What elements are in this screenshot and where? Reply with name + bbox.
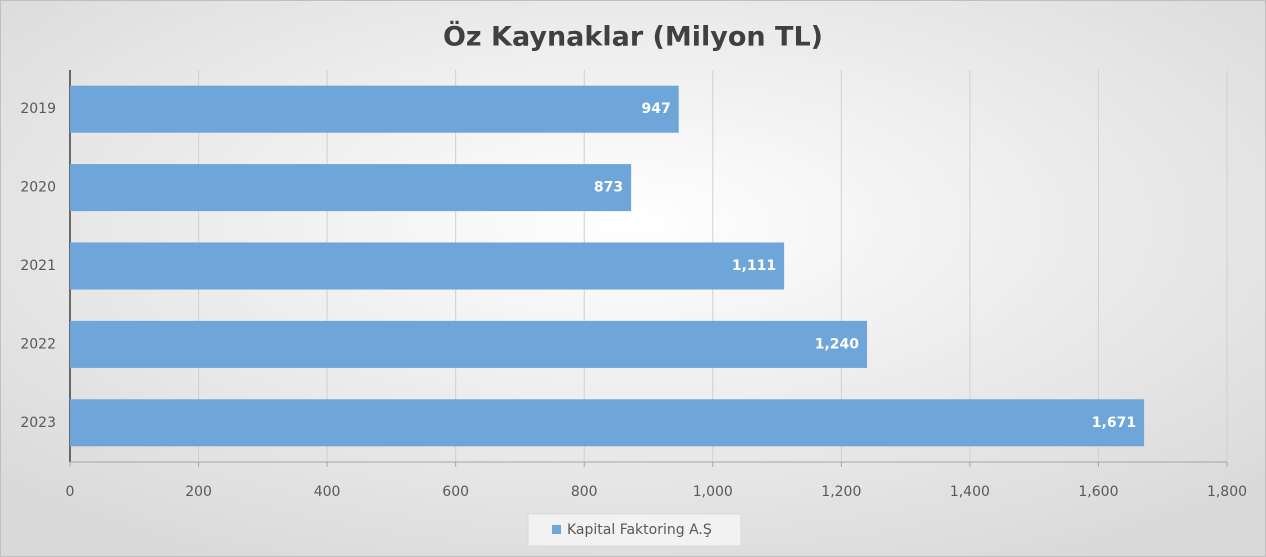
legend-box: [527, 513, 742, 547]
x-tick-label: 1,800: [1207, 484, 1247, 500]
data-label: 1,671: [1092, 415, 1136, 431]
x-tick-label: 1,000: [693, 484, 733, 500]
bar: [70, 320, 868, 368]
x-tick-label: 600: [442, 484, 469, 500]
y-tick-label: 2023: [20, 415, 56, 431]
bar: [70, 399, 1145, 447]
x-tick-label: 1,400: [950, 484, 990, 500]
x-tick-label: 800: [571, 484, 598, 500]
y-tick-label: 2019: [20, 101, 56, 117]
x-tick-label: 1,600: [1078, 484, 1118, 500]
x-tick-label: 400: [314, 484, 341, 500]
y-tick-label: 2021: [20, 258, 56, 274]
data-label: 1,240: [815, 336, 860, 352]
y-tick-label: 2022: [20, 336, 56, 352]
chart-title: Öz Kaynaklar (Milyon TL): [443, 20, 823, 53]
bar: [70, 242, 785, 290]
x-tick-label: 0: [66, 484, 75, 500]
x-tick-label: 200: [185, 484, 212, 500]
legend-label: Kapital Faktoring A.Ş: [567, 522, 712, 538]
y-tick-label: 2020: [20, 180, 56, 196]
x-tick-label: 1,200: [821, 484, 861, 500]
data-label: 1,111: [732, 258, 776, 274]
data-label: 873: [594, 180, 623, 196]
legend-swatch: [552, 525, 561, 534]
bar: [70, 85, 679, 133]
bar: [70, 164, 632, 212]
data-label: 947: [641, 101, 670, 117]
